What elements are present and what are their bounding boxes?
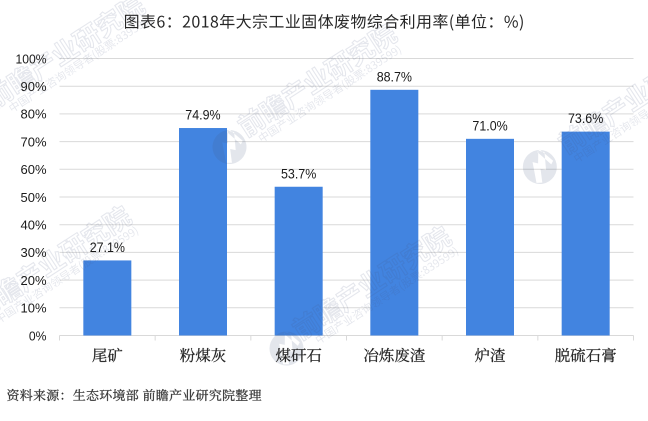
svg-text:30%: 30% [21,245,47,260]
svg-text:80%: 80% [21,107,47,122]
svg-text:71.0%: 71.0% [472,117,507,133]
svg-text:20%: 20% [21,273,47,288]
svg-text:60%: 60% [21,162,47,177]
svg-text:10%: 10% [21,301,47,316]
svg-text:90%: 90% [21,79,47,94]
svg-text:53.7%: 53.7% [281,165,316,181]
svg-text:73.6%: 73.6% [568,110,603,126]
svg-text:40%: 40% [21,218,47,233]
svg-text:0%: 0% [29,328,47,343]
svg-text:27.1%: 27.1% [90,239,125,255]
svg-text:100%: 100% [16,51,47,66]
svg-text:50%: 50% [21,190,47,205]
svg-text:70%: 70% [21,134,47,149]
svg-text:88.7%: 88.7% [377,68,412,84]
svg-text:74.9%: 74.9% [185,107,220,123]
